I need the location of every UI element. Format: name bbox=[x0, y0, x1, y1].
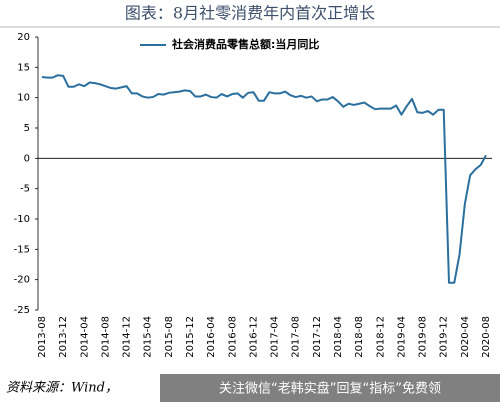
x-tick-label: 2018-08 bbox=[354, 316, 365, 358]
x-tick-label: 2017-12 bbox=[312, 316, 323, 358]
y-tick-label: 5 bbox=[24, 123, 30, 134]
watermark: 关注微信“老韩实盘”回复“指标”免费领 bbox=[219, 381, 441, 397]
x-tick-label: 2020-08 bbox=[481, 316, 492, 358]
x-tick-label: 2016-04 bbox=[206, 316, 217, 358]
x-tick-label: 2019-04 bbox=[396, 316, 407, 358]
x-tick-label: 2017-04 bbox=[270, 316, 281, 358]
y-tick-label: -15 bbox=[14, 244, 30, 255]
y-tick-label: 20 bbox=[17, 32, 30, 43]
y-tick-label: 0 bbox=[24, 153, 30, 164]
y-tick-label: 15 bbox=[17, 62, 30, 73]
series-line bbox=[41, 74, 487, 284]
y-tick-label: -20 bbox=[14, 275, 30, 286]
x-tick-label: 2014-04 bbox=[79, 316, 90, 358]
chart-title: 图表：8月社零消费年内首次正增长 bbox=[125, 4, 375, 23]
source-note: 资料来源：Wind， bbox=[6, 381, 118, 396]
y-tick-label: -25 bbox=[14, 305, 30, 316]
y-tick-label: -10 bbox=[14, 214, 30, 225]
y-tick-label: 10 bbox=[17, 93, 30, 104]
x-tick-label: 2014-08 bbox=[100, 316, 111, 358]
x-tick-label: 2019-08 bbox=[418, 316, 429, 358]
legend-label: 社会消费品零售总额:当月同比 bbox=[171, 37, 319, 51]
x-tick-label: 2018-04 bbox=[333, 316, 344, 358]
x-tick-label: 2013-12 bbox=[58, 316, 69, 358]
x-tick-label: 2020-04 bbox=[460, 316, 471, 358]
y-tick-label: -5 bbox=[20, 184, 30, 195]
x-tick-label: 2015-08 bbox=[164, 316, 175, 358]
x-tick-label: 2016-08 bbox=[227, 316, 238, 358]
x-tick-label: 2017-08 bbox=[291, 316, 302, 358]
x-tick-label: 2016-12 bbox=[248, 316, 259, 358]
x-tick-label: 2015-04 bbox=[143, 316, 154, 358]
x-tick-label: 2019-12 bbox=[439, 316, 450, 358]
x-tick-label: 2014-12 bbox=[122, 316, 133, 358]
x-tick-label: 2013-08 bbox=[37, 316, 48, 358]
watermark-bg bbox=[160, 374, 500, 402]
x-tick-label: 2015-12 bbox=[185, 316, 196, 358]
x-tick-label: 2018-12 bbox=[375, 316, 386, 358]
